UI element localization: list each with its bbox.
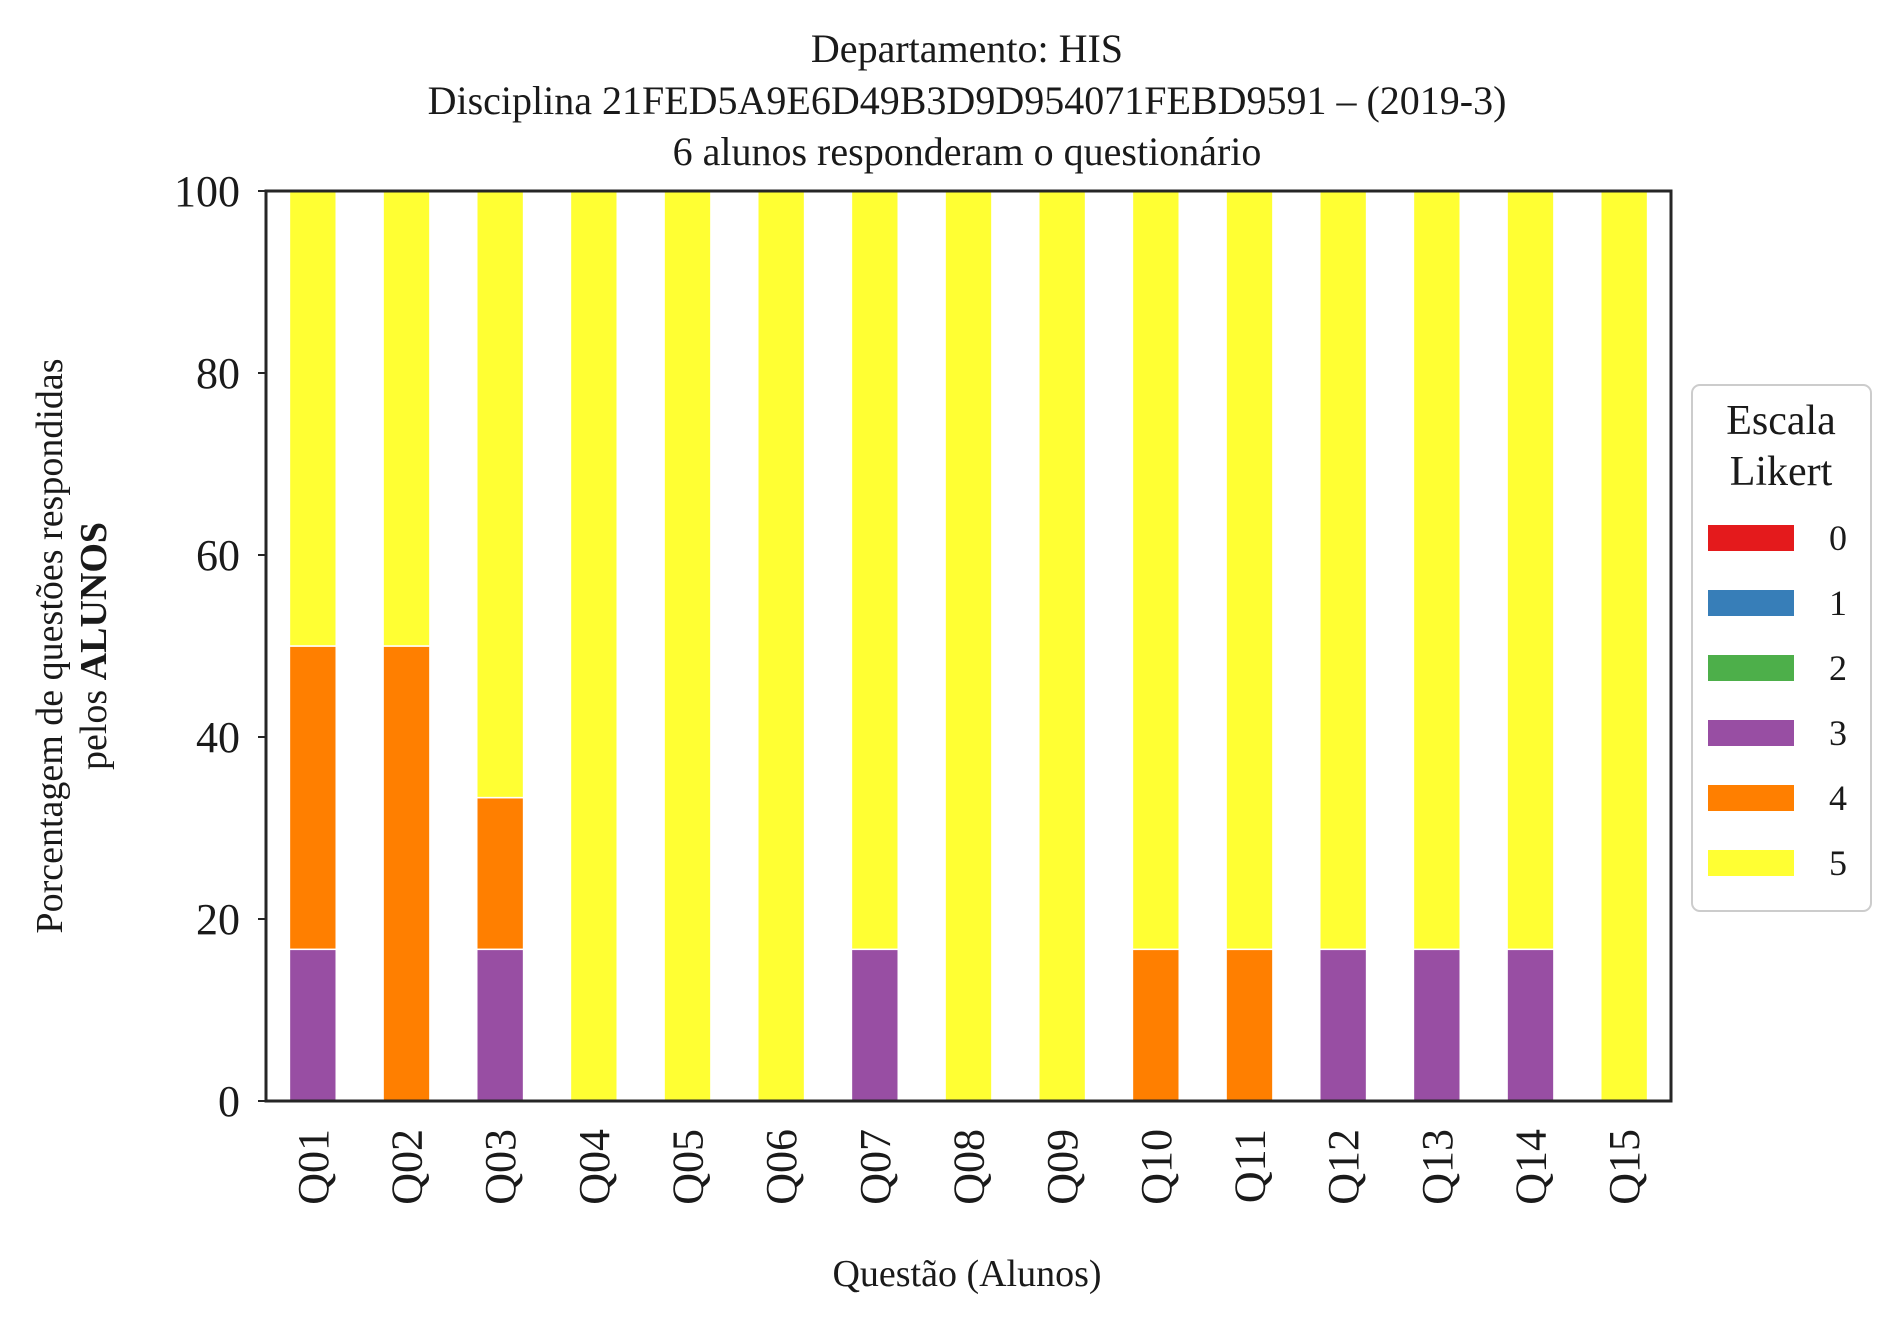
bar-q12-level-5 — [1319, 190, 1368, 951]
title-line-1: Departamento: HIS — [811, 26, 1123, 71]
legend-title-line-1: Escala — [1726, 398, 1836, 444]
bar-q13-level-5 — [1412, 190, 1461, 951]
legend-swatch-level-4 — [1708, 785, 1794, 811]
x-axis-ticks: Q01 Q02 Q03 Q04 Q05 Q06 Q07 Q08 Q09 Q10 Q11 Q12 Q13 Q… — [289, 1129, 1649, 1205]
x-tick-label: Q10 — [1132, 1129, 1181, 1205]
x-tick-label: Q08 — [945, 1129, 994, 1205]
x-tick-label: Q13 — [1413, 1129, 1462, 1205]
legend: Escala Likert 0 1 2 3 4 5 — [1691, 384, 1872, 912]
x-tick-label: Q09 — [1038, 1129, 1087, 1205]
y-tick-label: 80 — [196, 349, 240, 398]
y-tick-label: 0 — [218, 1077, 240, 1126]
x-tick-label: Q04 — [570, 1129, 619, 1205]
bar-q07-level-5 — [850, 190, 900, 951]
y-axis-label-line-1: Porcentagem de questões respondidas — [29, 358, 71, 933]
bar-q08-level-5 — [944, 190, 993, 1102]
legend-items: 0 1 2 3 4 5 — [1708, 518, 1847, 883]
bar-q14-level-3 — [1506, 948, 1555, 1102]
bar-q13-level-3 — [1412, 948, 1461, 1102]
bar-q10-level-5 — [1131, 190, 1180, 951]
legend-swatch-level-2 — [1708, 655, 1794, 681]
bar-q11-level-5 — [1225, 190, 1274, 951]
bar-q01-level-5 — [288, 190, 337, 647]
y-axis-label: Porcentagem de questões respondidas pelo… — [29, 358, 115, 933]
bar-q02-level-4 — [382, 645, 431, 1102]
bar-q02-level-5 — [382, 190, 431, 647]
legend-swatch-level-1 — [1708, 590, 1794, 616]
bar-q01-level-3 — [288, 948, 337, 1102]
y-tick-label: 100 — [174, 167, 240, 216]
x-tick-label: Q01 — [289, 1129, 338, 1205]
legend-swatch-level-0 — [1708, 525, 1794, 551]
title-line-3: 6 alunos responderam o questionário — [673, 129, 1262, 174]
bar-q03-level-4 — [476, 796, 525, 951]
x-tick-label: Q15 — [1600, 1129, 1649, 1205]
bar-q10-level-4 — [1131, 948, 1180, 1102]
bar-q05-level-5 — [663, 190, 712, 1102]
x-axis-label: Questão (Alunos) — [832, 1253, 1101, 1295]
legend-label-level-2: 2 — [1829, 648, 1847, 688]
bar-q09-level-5 — [1038, 190, 1087, 1102]
title-line-2: Disciplina 21FED5A9E6D49B3D9D954071FEBD9… — [428, 78, 1507, 123]
legend-swatch-level-3 — [1708, 720, 1794, 746]
x-tick-label: Q11 — [1226, 1129, 1275, 1203]
bar-q15-level-5 — [1600, 190, 1649, 1102]
x-tick-label: Q14 — [1507, 1129, 1556, 1205]
legend-label-level-4: 4 — [1829, 778, 1847, 818]
bar-q04-level-5 — [569, 190, 619, 1102]
y-tick-label: 20 — [196, 895, 240, 944]
bar-q06-level-5 — [757, 190, 806, 1102]
x-tick-label: Q06 — [757, 1129, 806, 1205]
legend-label-level-5: 5 — [1829, 843, 1847, 883]
legend-label-level-3: 3 — [1829, 713, 1847, 753]
bar-q11-level-4 — [1225, 948, 1274, 1102]
x-tick-label: Q03 — [476, 1129, 525, 1205]
x-tick-label: Q02 — [383, 1129, 432, 1205]
legend-label-level-0: 0 — [1829, 518, 1847, 558]
legend-title-line-2: Likert — [1730, 449, 1833, 495]
x-tick-label: Q05 — [664, 1129, 713, 1205]
bar-q07-level-3 — [850, 948, 900, 1102]
y-tick-label: 60 — [196, 531, 240, 580]
x-tick-label: Q07 — [851, 1129, 900, 1205]
legend-frame — [1691, 384, 1872, 912]
bar-q01-level-4 — [288, 645, 337, 951]
bar-q14-level-5 — [1506, 190, 1555, 951]
plot-frame — [264, 189, 1673, 1103]
chart-title: Departamento: HIS Disciplina 21FED5A9E6D… — [428, 26, 1507, 174]
bars-layer — [288, 190, 1649, 1102]
bar-q03-level-5 — [476, 190, 525, 799]
bar-q03-level-3 — [476, 948, 525, 1102]
y-axis-ticks: 0 20 40 60 80 100 — [174, 167, 266, 1126]
legend-swatch-level-5 — [1708, 850, 1794, 876]
bar-q12-level-3 — [1319, 948, 1368, 1102]
y-tick-label: 40 — [196, 713, 240, 762]
legend-label-level-1: 1 — [1829, 583, 1847, 623]
x-tick-label: Q12 — [1319, 1129, 1368, 1205]
y-axis-label-line-2: pelos ALUNOS — [73, 522, 115, 770]
